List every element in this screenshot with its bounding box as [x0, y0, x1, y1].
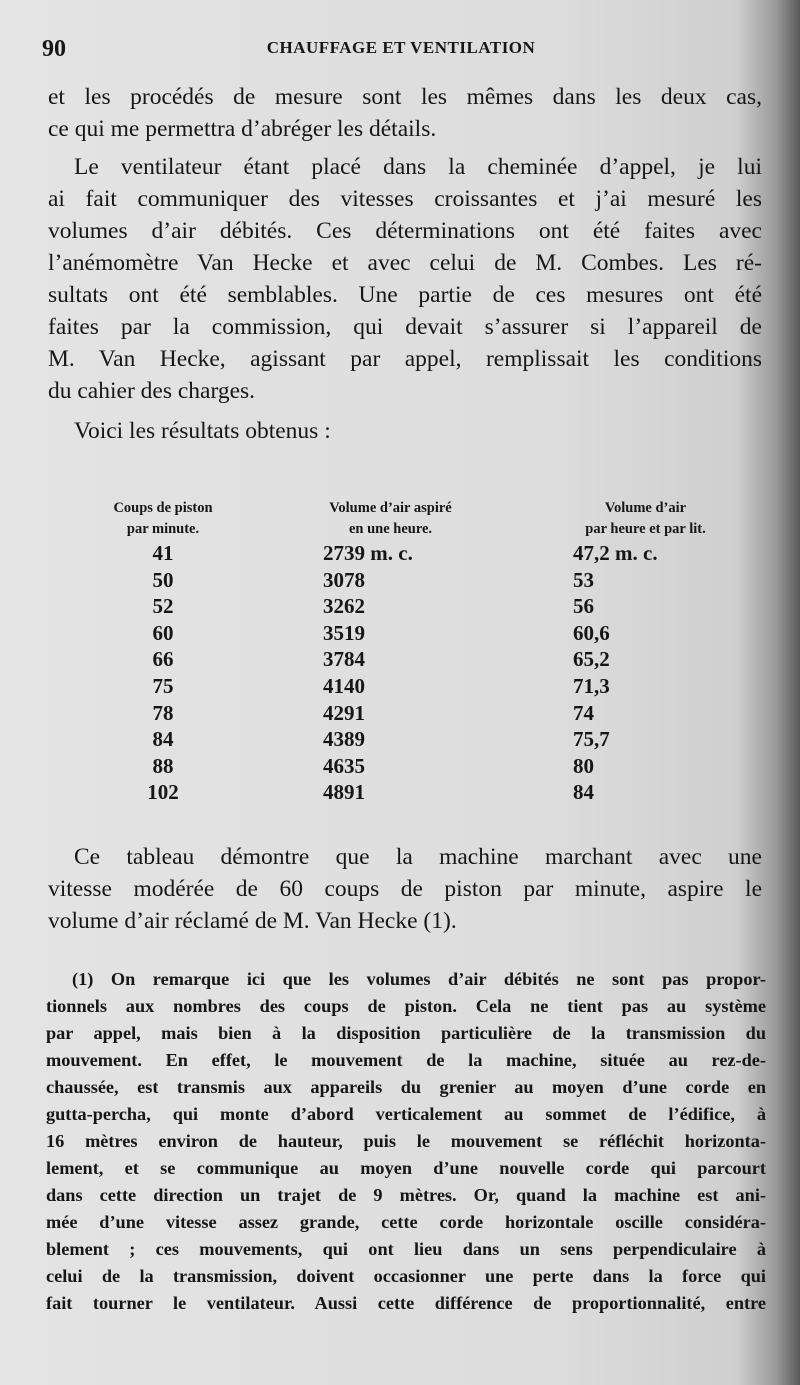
table-cell: 47,2 m. c.: [573, 541, 658, 565]
table-cell: 2739 m. c.: [323, 541, 413, 565]
text-line: Voici les résultats obtenus :: [74, 418, 331, 444]
table-row: 84 4389 75,7: [78, 726, 758, 753]
footnote-line: 16 mètres environ de hauteur, puis le mo…: [46, 1131, 766, 1151]
table-row: 88 4635 80: [78, 753, 758, 780]
table-row: 75 4140 71,3: [78, 673, 758, 700]
text-line: Ce tableau démontre que la machine march…: [74, 844, 762, 870]
table-cell: 52: [152, 594, 174, 619]
table-cell: 60,6: [573, 620, 610, 645]
text-line: vitesse modérée de 60 coups de piston pa…: [48, 876, 762, 902]
footnote-line: gutta-percha, qui monte d’abord vertical…: [46, 1104, 766, 1124]
column-header-line: par heure et par lit.: [585, 521, 706, 537]
page-number: 90: [42, 36, 66, 62]
text-line: sultats ont été semblables. Une partie d…: [48, 282, 762, 308]
table-cell: 71,3: [573, 673, 610, 698]
footnote-line: blement ; ces mouvements, qui ont lieu d…: [46, 1239, 766, 1259]
table-cell: 74: [573, 700, 594, 725]
table-cell: 88: [152, 753, 174, 778]
column-header: Volume d’air par heure et par lit.: [533, 498, 758, 540]
text-line: faites par la commission, qui devait s’a…: [48, 314, 762, 340]
table-cell: 84: [152, 727, 174, 752]
column-header-line: Coups de piston: [113, 500, 213, 516]
column-header: Coups de piston par minute.: [78, 498, 248, 540]
table-cell: 84: [573, 780, 594, 805]
table-cell: 3078: [323, 567, 365, 592]
table-cell: 4891: [323, 780, 365, 805]
text-line: l’anémomètre Van Hecke et avec celui de …: [48, 250, 762, 276]
footnote-line: mouvement. En effet, le mouvement de la …: [46, 1050, 766, 1070]
table-cell: 4389: [323, 727, 365, 752]
footnote-line: tionnels aux nombres des coups de piston…: [46, 996, 766, 1016]
table-cell: 60: [152, 620, 174, 645]
column-header-line: par minute.: [126, 521, 200, 537]
text-line: Le ventilateur étant placé dans la chemi…: [74, 154, 762, 180]
text-line: ai fait communiquer des vitesses croissa…: [48, 186, 762, 212]
conclusion-paragraph: Ce tableau démontre que la machine march…: [48, 841, 762, 937]
table-row: 50 3078 53: [78, 567, 758, 594]
footnote-line: celui de la transmission, doivent occasi…: [46, 1266, 766, 1286]
footnote-line: dans cette direction un trajet de 9 mètr…: [46, 1185, 766, 1205]
paragraph: Le ventilateur étant placé dans la chemi…: [48, 151, 762, 407]
column-header-line: en une heure.: [348, 521, 433, 537]
table-row: 41 2739 m. c. 47,2 m. c.: [78, 540, 758, 567]
table-cell: 80: [573, 753, 594, 778]
table-cell: 3519: [323, 620, 365, 645]
paragraph: et les procédés de mesure sont les mêmes…: [48, 81, 762, 145]
table-row: 60 3519 60,6: [78, 620, 758, 647]
table-cell: 3262: [323, 594, 365, 619]
table-row: 52 3262 56: [78, 593, 758, 620]
table-cell: 78: [152, 700, 174, 725]
table-cell: 4140: [323, 673, 365, 698]
footnote-line: fait tourner le ventilateur. Aussi cette…: [46, 1293, 766, 1313]
footnote: (1) On remarque ici que les volumes d’ai…: [46, 966, 766, 1317]
table-row: 102 4891 84: [78, 779, 758, 806]
table-cell: 4291: [323, 700, 365, 725]
column-header-line: Volume d’air: [604, 500, 687, 516]
table-cell: 3784: [323, 647, 365, 672]
column-header-line: Volume d’air aspiré: [329, 500, 452, 516]
text-line: M. Van Hecke, agissant par appel, rempli…: [48, 346, 762, 372]
table-cell: 102: [147, 780, 179, 805]
running-title: CHAUFFAGE ET VENTILATION: [266, 38, 536, 57]
table-cell: 53: [573, 567, 594, 592]
text-line: du cahier des charges.: [48, 378, 256, 404]
table-cell: 75,7: [573, 727, 610, 752]
footnote-line: lement, et se communique au moyen d’une …: [46, 1158, 766, 1178]
table-cell: 41: [152, 541, 174, 565]
table-row: 66 3784 65,2: [78, 646, 758, 673]
text-line: volumes d’air débités. Ces détermination…: [48, 218, 762, 244]
body-text: et les procédés de mesure sont les mêmes…: [48, 81, 762, 447]
footnote-line: (1) On remarque ici que les volumes d’ai…: [72, 969, 766, 989]
text-line: et les procédés de mesure sont les mêmes…: [48, 84, 762, 110]
table-cell: 56: [573, 594, 594, 619]
table-cell: 75: [152, 673, 174, 698]
text-line: volume d’air réclamé de M. Van Hecke (1)…: [48, 908, 457, 934]
results-table: Coups de piston par minute. Volume d’air a…: [78, 498, 758, 806]
footnote-line: mée d’une vitesse assez grande, cette co…: [46, 1212, 766, 1232]
text-line: ce qui me permettra d’abréger les détail…: [48, 116, 437, 142]
column-header: Volume d’air aspiré en une heure.: [248, 498, 533, 540]
page-header: 90 CHAUFFAGE ET VENTILATION: [42, 36, 760, 66]
table-cell: 50: [152, 567, 174, 592]
paragraph: Voici les résultats obtenus :: [48, 415, 762, 447]
footnote-line: chaussée, est transmis aux appareils du …: [46, 1077, 766, 1097]
table-cell: 66: [152, 647, 174, 672]
footnote-line: par appel, mais bien à la disposition pa…: [46, 1023, 766, 1043]
table-cell: 4635: [323, 753, 365, 778]
table-row: 78 4291 74: [78, 700, 758, 727]
table-cell: 65,2: [573, 647, 610, 672]
